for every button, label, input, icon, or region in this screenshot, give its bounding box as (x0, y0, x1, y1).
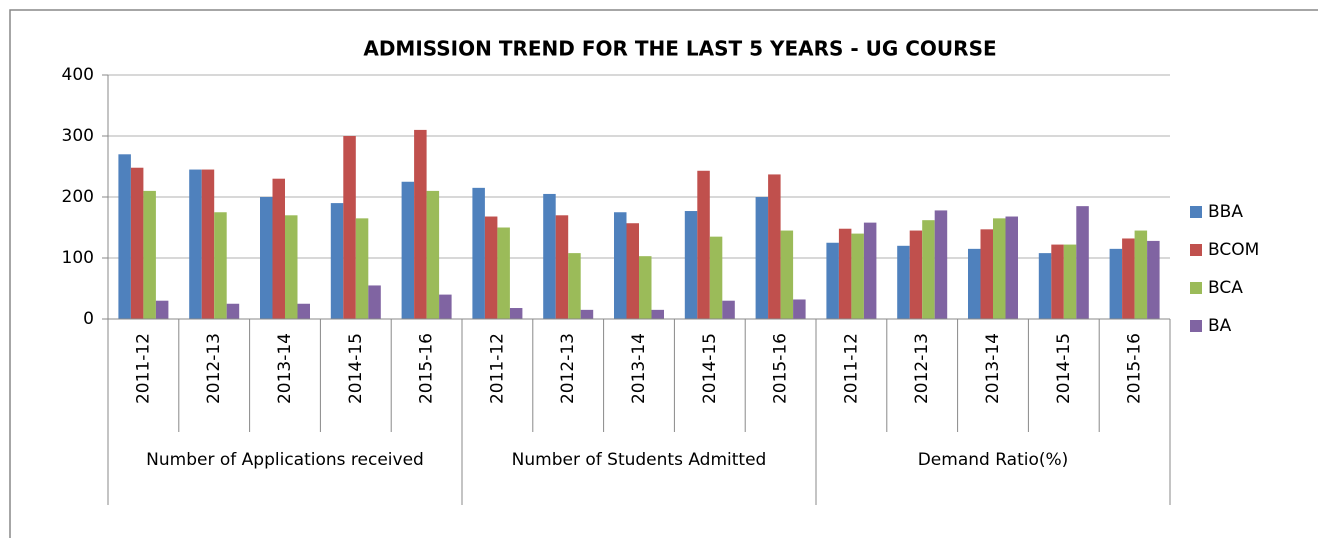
bar (626, 223, 639, 319)
bar (1005, 216, 1018, 319)
bar (1051, 244, 1064, 319)
bar (497, 227, 510, 319)
x-tick-label: 2015-16 (417, 333, 437, 404)
legend-swatch (1190, 320, 1202, 332)
x-tick-label: 2012-13 (912, 333, 932, 404)
x-tick-label: 2013-14 (629, 333, 649, 404)
bar (285, 215, 298, 319)
group-label: Number of Students Admitted (512, 450, 767, 470)
bar (330, 203, 344, 319)
bar (343, 136, 356, 319)
bar (993, 218, 1006, 319)
y-tick-label: 400 (62, 65, 94, 85)
bar (722, 300, 735, 319)
bar (1109, 248, 1123, 319)
bar (368, 285, 381, 319)
bar (780, 230, 794, 319)
bar (355, 218, 369, 319)
bar (909, 230, 923, 319)
bar (509, 308, 523, 319)
y-tick-label: 100 (62, 248, 94, 268)
bar (472, 187, 485, 319)
bar (1122, 238, 1135, 319)
bar (897, 245, 910, 319)
x-tick-label: 2014-15 (700, 333, 720, 404)
legend-swatch (1190, 206, 1202, 218)
bar (439, 294, 452, 319)
bar (934, 210, 948, 319)
bar (260, 197, 273, 319)
legend-label: BBA (1208, 202, 1243, 222)
bar (1147, 240, 1160, 319)
legend-swatch (1190, 282, 1202, 294)
bar (189, 169, 202, 319)
bar (826, 242, 839, 319)
bar (426, 190, 440, 319)
bar (980, 229, 993, 319)
bar (226, 303, 240, 319)
bar (755, 197, 769, 319)
legend-label: BCA (1208, 278, 1243, 298)
y-tick-label: 0 (83, 309, 94, 329)
x-tick-label: 2011-12 (841, 333, 861, 404)
bar (130, 167, 144, 319)
bar (851, 233, 864, 319)
bar (401, 181, 415, 319)
bar (768, 174, 781, 319)
bar (684, 211, 698, 319)
bar (793, 299, 806, 319)
x-tick-label: 2015-16 (771, 333, 791, 404)
x-tick-label: 2011-12 (133, 333, 153, 404)
x-tick-label: 2012-13 (558, 333, 578, 404)
legend-swatch (1190, 244, 1202, 256)
bar (214, 212, 227, 319)
x-tick-label: 2012-13 (204, 333, 224, 404)
bar (922, 220, 935, 319)
bar (414, 129, 427, 319)
chart-frame (9, 9, 1318, 538)
bar (639, 256, 652, 319)
bar (143, 190, 156, 319)
x-tick-label: 2015-16 (1125, 333, 1145, 404)
bar (543, 193, 556, 319)
bar (555, 215, 569, 319)
bar (568, 253, 581, 319)
group-label: Demand Ratio(%) (918, 450, 1069, 470)
x-tick-label: 2014-15 (346, 333, 366, 404)
chart-title: ADMISSION TREND FOR THE LAST 5 YEARS - U… (363, 37, 996, 61)
bar (614, 212, 627, 319)
bar (968, 248, 981, 319)
bar (697, 170, 710, 319)
x-tick-label: 2011-12 (487, 333, 507, 404)
bar (118, 154, 131, 319)
legend-label: BCOM (1208, 240, 1259, 260)
x-tick-label: 2014-15 (1054, 333, 1074, 404)
x-tick-label: 2013-14 (275, 333, 295, 404)
y-tick-label: 200 (62, 187, 94, 207)
bar (201, 169, 215, 319)
bar (1063, 244, 1077, 319)
bar (1134, 230, 1148, 319)
bar (1038, 253, 1052, 319)
group-label: Number of Applications received (146, 450, 424, 470)
bar (651, 309, 664, 319)
bar (863, 222, 877, 319)
bar (709, 236, 723, 319)
bar (1076, 206, 1089, 319)
bar (297, 303, 310, 319)
legend-label: BA (1208, 316, 1232, 336)
bar (155, 300, 169, 319)
bar (580, 309, 594, 319)
bar (484, 216, 498, 319)
y-tick-label: 300 (62, 126, 94, 146)
x-tick-label: 2013-14 (983, 333, 1003, 404)
bar (838, 228, 852, 319)
bar (272, 178, 285, 319)
